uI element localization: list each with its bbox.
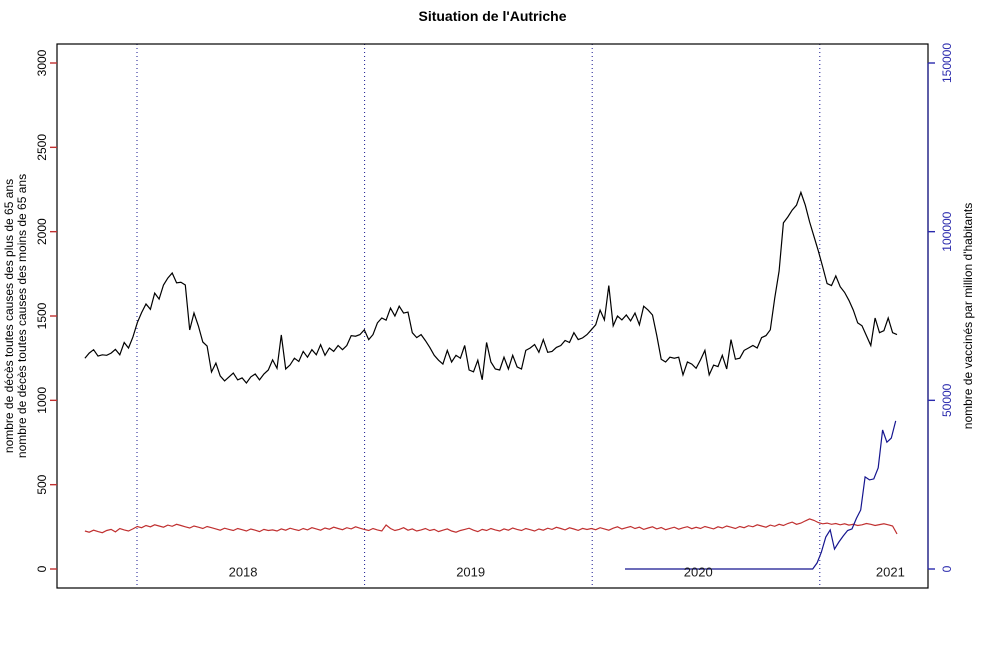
x-axis-year-label: 2021 (876, 565, 905, 580)
series-line-vaccines_par_million_habitants (625, 420, 897, 570)
left-axis-tick-label: 2500 (35, 134, 49, 161)
left-axis-tick-label: 3000 (35, 49, 49, 76)
right-axis-tick-label: 0 (940, 565, 954, 572)
right-axis-tick-label: 100000 (940, 211, 954, 251)
left-axis-tick-label: 1000 (35, 387, 49, 414)
left-axis-tick-label: 2000 (35, 218, 49, 245)
right-axis-tick-label: 50000 (940, 383, 954, 417)
x-axis-year-label: 2019 (456, 565, 485, 580)
series-line-deces_toutes_causes_plus_de_65_ans (84, 190, 898, 384)
left-axis-tick-label: 0 (35, 565, 49, 572)
series-line-deces_toutes_causes_moins_de_65_ans (84, 518, 898, 535)
x-axis-year-label: 2020 (684, 565, 713, 580)
left-axis-tick-label: 500 (35, 474, 49, 494)
plot-border (56, 43, 929, 589)
chart-title: Situation de l'Autriche (418, 8, 567, 24)
right-axis-tick-label: 150000 (940, 43, 954, 83)
x-axis-year-label: 2018 (229, 565, 258, 580)
left-axis-tick-label: 1500 (35, 302, 49, 329)
